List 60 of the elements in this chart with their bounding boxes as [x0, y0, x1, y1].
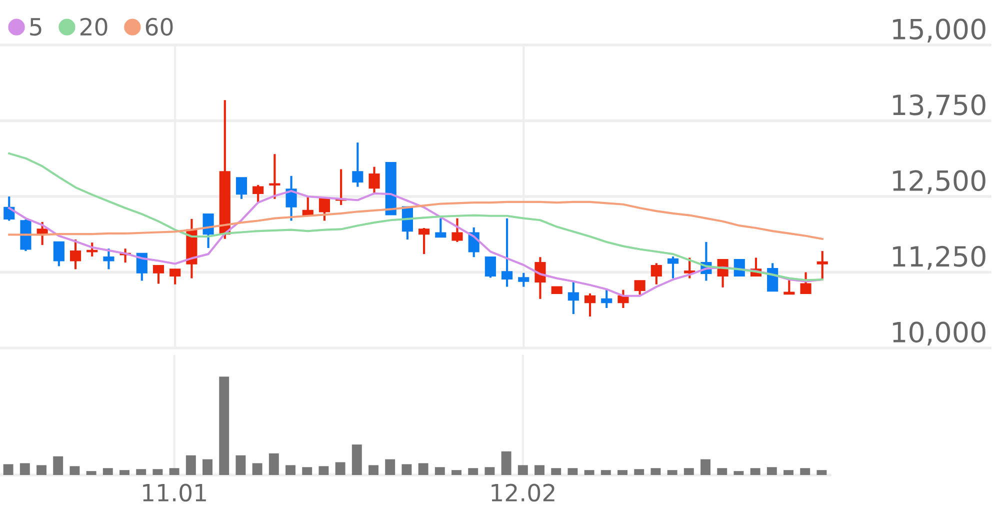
bar: [568, 468, 578, 475]
bar: [36, 465, 46, 475]
bar: [750, 468, 760, 475]
y-tick-label: 11,250: [893, 246, 986, 270]
bar: [53, 456, 64, 475]
y-tick-label: 10,000: [893, 322, 986, 346]
legend-label: 5: [30, 18, 42, 36]
bar: [302, 467, 312, 475]
bar: [70, 466, 80, 475]
bar: [368, 465, 378, 475]
bar: [352, 444, 362, 475]
bar: [268, 453, 279, 475]
bar: [252, 463, 262, 475]
y-tick-label: 12,500: [893, 170, 986, 194]
bar: [136, 469, 146, 475]
bar: [318, 466, 329, 475]
legend-label: 20: [80, 18, 108, 36]
bar: [584, 470, 594, 475]
bar: [236, 455, 246, 475]
bar: [452, 470, 462, 475]
bar: [202, 459, 212, 475]
bar: [186, 455, 196, 475]
bar: [335, 462, 346, 475]
bar: [468, 468, 478, 475]
bar: [551, 468, 562, 475]
bar: [534, 465, 544, 475]
bar: [120, 470, 130, 475]
bar: [484, 467, 495, 475]
bar: [518, 465, 528, 475]
bar: [717, 468, 728, 475]
bar: [634, 469, 644, 475]
bar: [152, 469, 163, 475]
bar: [650, 468, 661, 475]
bar: [434, 467, 445, 475]
bar: [219, 376, 230, 475]
bar: [684, 468, 694, 475]
bar: [800, 468, 810, 475]
bar: [816, 470, 827, 475]
bar: [600, 470, 611, 475]
bar: [385, 459, 396, 475]
x-tick-label: 11.01: [143, 484, 206, 502]
bar: [20, 463, 30, 475]
bar: [734, 471, 744, 475]
bar: [102, 468, 113, 475]
y-tick-label: 13,750: [893, 94, 986, 118]
bar: [784, 470, 794, 475]
bar: [86, 471, 96, 475]
bar: [169, 468, 180, 475]
bar: [766, 467, 777, 475]
legend-label: 60: [146, 18, 173, 36]
bar: [418, 463, 428, 475]
bar: [700, 459, 710, 475]
y-tick-label: 15,000: [893, 18, 986, 42]
bar: [618, 470, 628, 475]
bar: [402, 464, 412, 475]
x-tick-label: 12.02: [492, 484, 554, 502]
bar: [501, 451, 512, 475]
bar: [286, 465, 296, 475]
bar: [667, 470, 678, 475]
bar: [3, 464, 14, 475]
